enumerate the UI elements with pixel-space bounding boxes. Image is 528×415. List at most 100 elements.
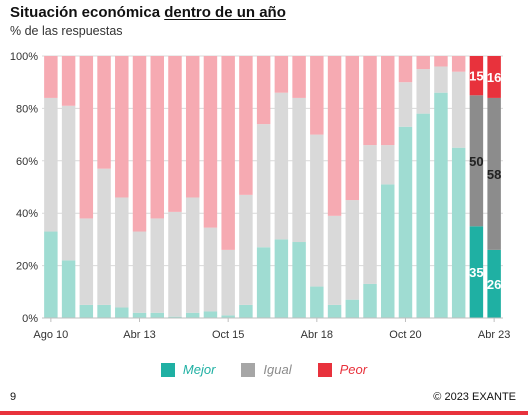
x-tick-label: Oct 15 <box>212 329 244 341</box>
legend-label-igual: Igual <box>263 362 292 377</box>
bar-segment-peor <box>292 56 306 98</box>
title-emphasis: dentro de un año <box>164 4 286 21</box>
bar-segment-mejor <box>115 307 129 318</box>
legend-item-peor: Peor <box>317 362 368 377</box>
bar-segment-igual <box>381 145 395 185</box>
bar-segment-peor <box>256 56 271 125</box>
chart-subtitle: % de las respuestas <box>10 24 123 38</box>
bar-segment-peor <box>79 56 94 219</box>
bar-segment-mejor <box>381 184 395 318</box>
legend-swatch-mejor <box>160 362 175 377</box>
bar-segment-mejor <box>345 299 360 318</box>
x-tick-label: Ago 10 <box>33 329 68 341</box>
bar-segment-mejor <box>363 283 377 318</box>
data-label: 15 <box>469 69 483 84</box>
legend-swatch-igual <box>241 362 256 377</box>
bar-segment-igual <box>44 97 58 232</box>
bar-segment-peor <box>434 56 448 67</box>
bar-segment-mejor <box>221 315 235 318</box>
bar-segment-peor <box>168 56 182 212</box>
bar-segment-igual <box>327 215 342 305</box>
bar-segment-igual <box>451 71 466 148</box>
bar-segment-mejor <box>469 226 484 318</box>
bar-segment-peor <box>203 56 218 228</box>
x-tick-label: Abr 23 <box>478 329 510 341</box>
bar-segment-peor <box>327 56 342 216</box>
bar-segment-igual <box>398 82 413 127</box>
bar-segment-peor <box>469 56 484 96</box>
bar-segment-peor <box>451 56 466 72</box>
legend-item-mejor: Mejor <box>160 362 216 377</box>
bar-segment-mejor <box>61 260 76 318</box>
bar-segment-igual <box>416 69 430 114</box>
legend-label-mejor: Mejor <box>182 362 216 377</box>
bar-segment-mejor <box>451 147 466 318</box>
x-tick-label: Oct 20 <box>389 329 421 341</box>
legend-label-peor: Peor <box>339 362 368 377</box>
bar-segment-mejor <box>185 312 200 318</box>
data-label: 16 <box>487 70 501 85</box>
bar-segment-peor <box>44 56 58 98</box>
bar-segment-mejor <box>310 286 324 318</box>
stacked-bar-chart: 0% 20% 40% 60% 80% 100% 35 50 15 26 58 16 Ago 10 Abr … <box>10 51 510 341</box>
bar-segment-peor <box>97 56 111 169</box>
bar-segment-peor <box>416 56 430 70</box>
bar-segment-igual <box>185 197 200 313</box>
page-number: 9 <box>10 391 17 403</box>
bar-segment-peor <box>150 56 164 219</box>
bar-segment-igual <box>345 200 360 300</box>
title-prefix: Situación económica <box>10 4 165 21</box>
bar-segment-peor <box>363 56 377 146</box>
bar-segment-mejor <box>203 311 218 318</box>
bar-segment-igual <box>203 227 218 312</box>
bar-segment-mejor <box>327 304 342 318</box>
y-tick-label: 80% <box>16 103 38 115</box>
data-label: 35 <box>469 265 483 280</box>
bar-segment-mejor <box>292 242 306 318</box>
bar-segment-mejor <box>97 304 111 318</box>
bar-segment-peor <box>310 56 324 135</box>
bar-segment-mejor <box>132 312 147 318</box>
y-tick-label: 60% <box>16 156 38 168</box>
bar-segment-peor <box>61 56 76 106</box>
bar-segment-mejor <box>434 92 448 319</box>
bar-segment-igual <box>150 218 164 313</box>
bar-segment-peor <box>274 56 289 93</box>
bar-segment-peor <box>345 56 360 201</box>
bar-segment-igual <box>132 231 147 313</box>
bar-segment-mejor <box>416 113 430 318</box>
bar-segment-peor <box>115 56 129 198</box>
bar-segment-igual <box>274 92 289 240</box>
bar-segment-igual <box>221 249 235 316</box>
data-label: 58 <box>487 167 501 182</box>
bar-segment-mejor <box>150 312 164 318</box>
bar-segment-mejor <box>239 304 253 318</box>
bar-segment-mejor <box>168 316 182 318</box>
bar-segment-igual <box>115 197 129 308</box>
y-tick-label: 0% <box>22 313 38 325</box>
bar-segment-peor <box>221 56 235 250</box>
bar-segment-peor <box>185 56 200 198</box>
bar-segment-igual <box>434 66 448 93</box>
bar-segment-mejor <box>44 231 58 318</box>
bar-segment-igual <box>363 145 377 284</box>
chart-legend: Mejor Igual Peor <box>0 362 528 377</box>
bar-segment-igual <box>310 134 324 287</box>
bar-segment-peor <box>381 56 395 146</box>
bar-segment-igual <box>61 105 76 261</box>
bar-segment-igual <box>97 168 111 305</box>
y-tick-label: 100% <box>10 51 38 63</box>
x-tick-label: Abr 13 <box>123 329 155 341</box>
bar-segment-peor <box>239 56 253 195</box>
bar-segment-peor <box>132 56 147 232</box>
legend-swatch-peor <box>317 362 332 377</box>
y-tick-label: 40% <box>16 208 38 220</box>
bar-segment-mejor <box>487 249 501 318</box>
bottom-accent-bar <box>0 411 528 415</box>
copyright: © 2023 EXANTE <box>433 391 516 403</box>
data-label: 26 <box>487 277 501 292</box>
y-tick-label: 20% <box>16 261 38 273</box>
bar-segment-igual <box>469 95 484 227</box>
bar-segment-mejor <box>79 304 94 318</box>
page-title: Situación económica dentro de un año <box>10 4 286 21</box>
